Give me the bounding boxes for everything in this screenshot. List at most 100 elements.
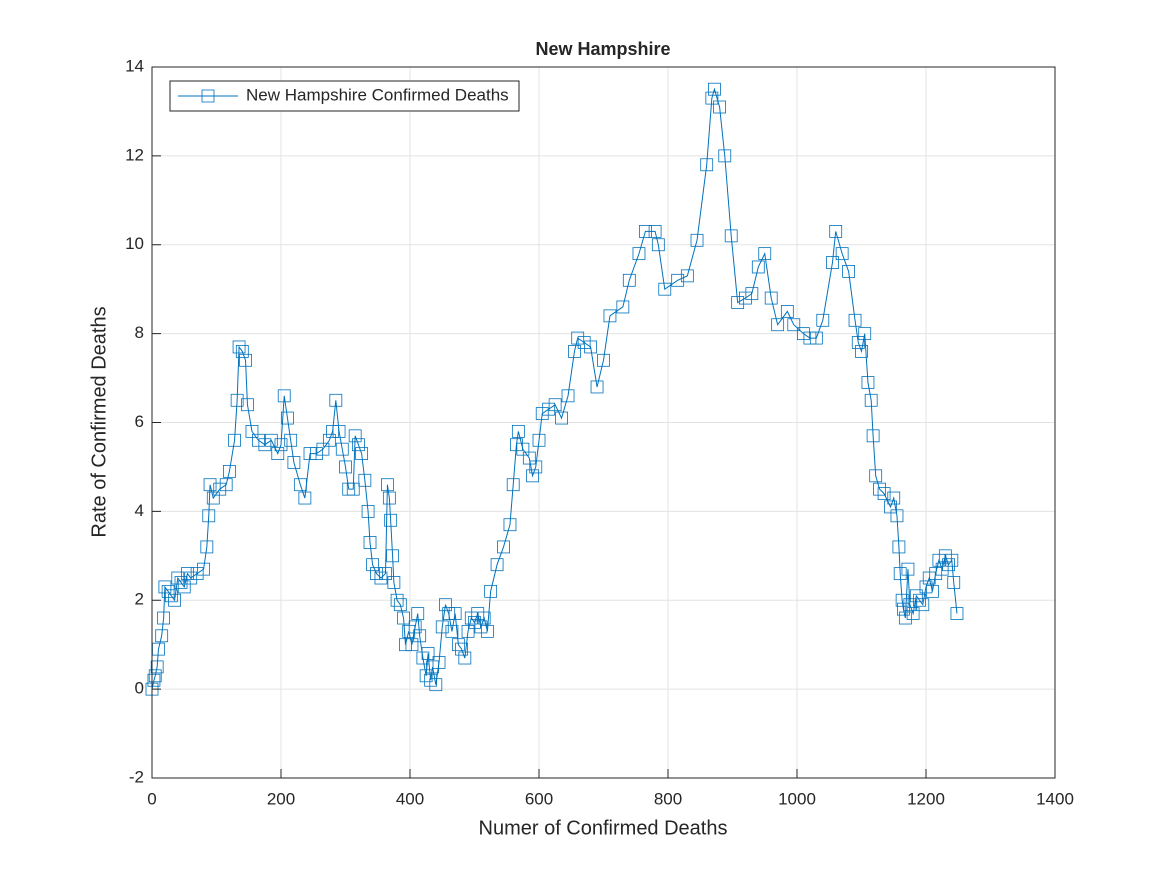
marker [913, 593, 926, 607]
marker [480, 624, 494, 638]
marker [745, 287, 759, 301]
marker [705, 91, 719, 105]
marker [895, 593, 909, 607]
marker [271, 447, 285, 461]
marker [303, 447, 317, 461]
marker [281, 411, 294, 425]
x-tick-label: 800 [654, 789, 682, 808]
marker [751, 260, 765, 274]
marker [858, 327, 872, 341]
marker [411, 607, 425, 620]
marker [168, 593, 181, 607]
marker [171, 571, 185, 585]
marker [370, 567, 383, 580]
marker [387, 576, 401, 589]
marker [739, 291, 752, 305]
marker [274, 438, 288, 452]
marker [150, 660, 164, 674]
marker [366, 558, 379, 572]
marker [787, 318, 801, 332]
marker [203, 478, 217, 492]
y-tick-label: 12 [125, 145, 144, 164]
marker [690, 233, 704, 247]
marker [235, 344, 249, 358]
marker [258, 438, 272, 452]
marker [700, 158, 714, 172]
marker [461, 624, 475, 638]
marker [577, 336, 591, 349]
marker [252, 433, 265, 447]
marker [351, 438, 365, 452]
marker [424, 673, 438, 687]
marker [471, 607, 485, 620]
marker [390, 593, 404, 607]
marker [381, 478, 394, 492]
marker [355, 447, 369, 461]
marker [616, 300, 630, 314]
marker [361, 504, 375, 518]
marker [516, 442, 530, 456]
y-tick-label: 0 [135, 679, 144, 698]
marker [326, 424, 340, 438]
marker [671, 273, 685, 287]
marker [174, 576, 188, 589]
marker [374, 571, 388, 585]
marker [310, 447, 323, 461]
marker [155, 629, 169, 643]
marker [893, 567, 907, 580]
x-tick-label: 1000 [778, 789, 816, 808]
legend-marker [201, 89, 215, 103]
x-tick-label: 600 [525, 789, 553, 808]
marker [877, 487, 891, 501]
marker [809, 331, 823, 345]
marker [335, 442, 349, 456]
marker [603, 309, 617, 323]
marker [241, 398, 254, 412]
marker [277, 389, 291, 403]
x-axis-label: Numer of Confirmed Deaths [479, 817, 728, 839]
marker [597, 353, 610, 367]
marker [935, 562, 949, 576]
marker [919, 580, 933, 594]
marker [393, 598, 407, 612]
marker [622, 273, 636, 287]
marker [803, 331, 817, 345]
marker [718, 149, 732, 163]
marker [898, 611, 912, 625]
marker [455, 642, 469, 656]
y-tick-label: 8 [135, 323, 144, 342]
marker [348, 429, 362, 443]
marker [909, 589, 923, 603]
y-axis-label: Rate of Confirmed Deaths [88, 306, 110, 537]
marker [829, 225, 843, 238]
marker [358, 473, 372, 487]
marker [864, 393, 878, 407]
marker [213, 482, 227, 496]
marker [901, 562, 915, 576]
marker [426, 660, 439, 674]
marker [555, 411, 568, 425]
marker [363, 536, 377, 549]
marker [382, 491, 396, 505]
marker [842, 265, 855, 278]
marker [542, 402, 556, 416]
marker [648, 225, 662, 238]
marker [869, 469, 883, 483]
marker [892, 540, 906, 554]
marker [639, 225, 652, 238]
marker [245, 424, 259, 438]
marker [339, 460, 352, 474]
y-tick-label: 14 [125, 56, 144, 75]
marker [916, 598, 930, 612]
marker [584, 340, 597, 354]
marker [346, 482, 360, 496]
marker [590, 380, 604, 394]
marker [148, 669, 162, 683]
marker [197, 562, 211, 576]
legend-label: New Hampshire Confirmed Deaths [246, 85, 509, 104]
x-tick-label: 400 [396, 789, 424, 808]
marker [379, 567, 392, 580]
y-tick-label: 6 [135, 412, 144, 431]
x-tick-label: 1200 [907, 789, 945, 808]
